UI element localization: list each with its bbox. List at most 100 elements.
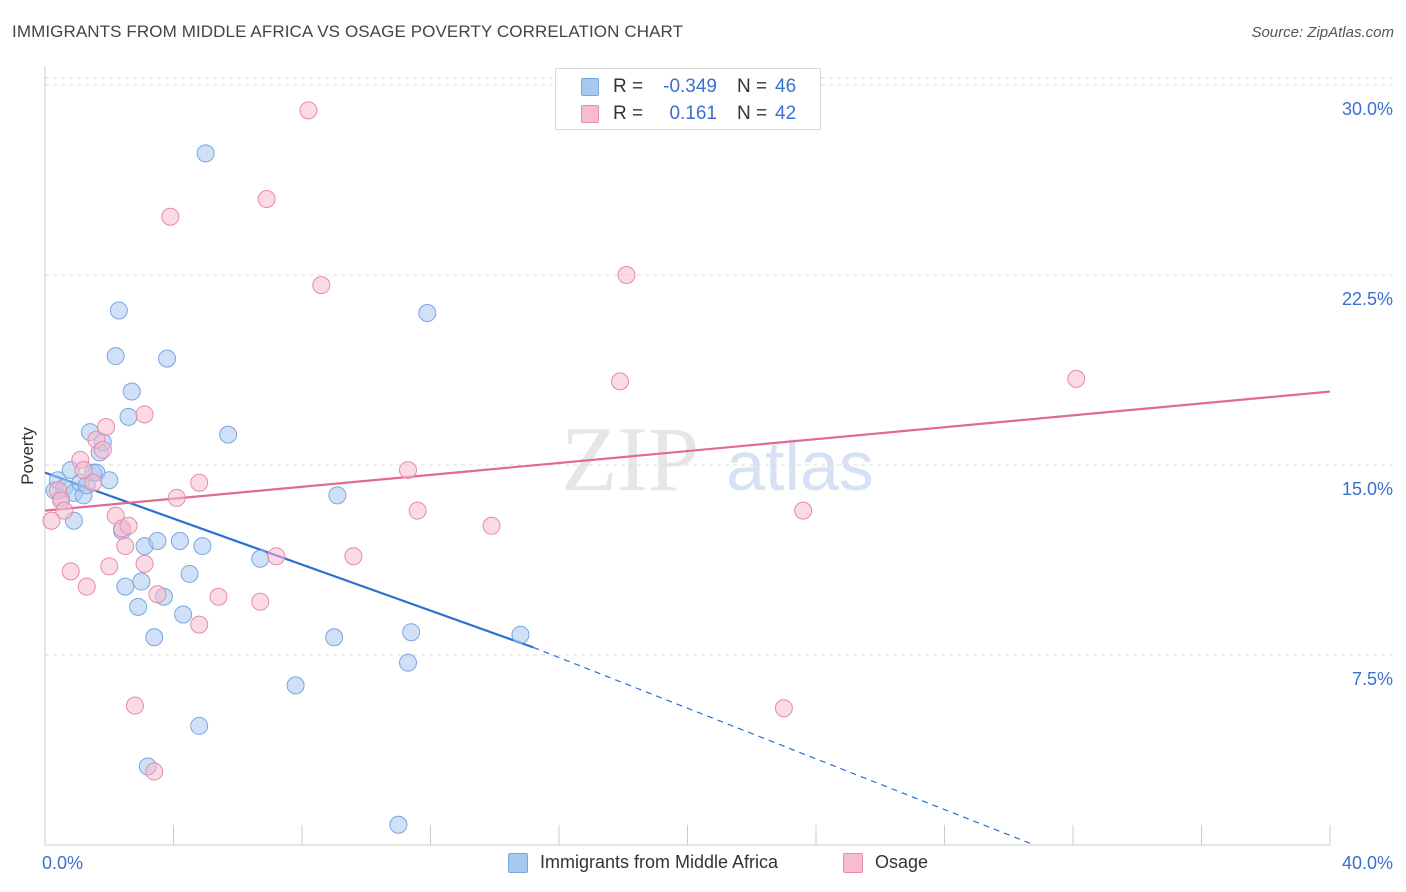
point-osage (77, 577, 96, 596)
point-middle-africa (418, 304, 437, 322)
point-osage (167, 488, 186, 507)
legend-label: Osage (875, 852, 929, 872)
point-osage (190, 473, 209, 492)
point-middle-africa (328, 486, 347, 505)
y-tick-label: 7.5% (1352, 669, 1393, 689)
point-osage (267, 547, 286, 566)
y-tick-label: 30.0% (1342, 99, 1393, 119)
point-middle-africa (132, 572, 151, 591)
watermark-atlas: atlas (726, 427, 874, 505)
x-tick-label: 40.0% (1342, 853, 1393, 873)
watermark-zip: ZIP (561, 408, 699, 510)
point-osage (312, 276, 331, 295)
point-middle-africa (511, 625, 530, 644)
point-middle-africa (193, 537, 212, 556)
point-osage (100, 557, 119, 576)
legend-item-middle-africa: Immigrants from Middle Africa (508, 852, 778, 873)
point-osage (794, 501, 813, 520)
point-osage (257, 190, 276, 208)
y-tick-labels: 7.5% 15.0% 22.5% 30.0% (1342, 99, 1393, 689)
point-osage (93, 440, 112, 459)
point-osage (42, 511, 61, 530)
legend-r-value: -0.349 (663, 76, 717, 97)
point-osage (97, 418, 116, 436)
legend-r-label: R = (613, 76, 644, 97)
point-middle-africa (100, 471, 119, 490)
point-osage (135, 554, 154, 573)
point-middle-africa (170, 532, 189, 550)
legend-item-osage: Osage (843, 852, 928, 873)
point-osage (190, 615, 209, 634)
point-osage (61, 562, 80, 581)
trend-line-osage (44, 390, 1331, 512)
point-osage (611, 372, 630, 391)
legend-row-middle-africa: R = -0.349 N = 46 (556, 74, 796, 100)
trend-lines (44, 390, 1331, 846)
point-middle-africa (399, 653, 418, 672)
legend-swatch-pink (581, 105, 599, 123)
point-osage (251, 592, 270, 611)
legend-n-label: N = (737, 76, 768, 97)
point-osage (74, 461, 93, 480)
legend-swatch-pink (843, 852, 863, 873)
point-osage (161, 207, 180, 226)
point-middle-africa (174, 605, 193, 624)
legend-row-osage: R = 0.161 N = 42 (556, 101, 796, 127)
axes (44, 66, 1331, 846)
point-osage (145, 762, 164, 781)
legend-swatch-blue (581, 78, 599, 96)
source-label: Source: ZipAtlas.com (1251, 24, 1394, 41)
legend-n-value: 46 (775, 76, 797, 97)
point-middle-africa (196, 144, 215, 163)
watermark: ZIP atlas (561, 408, 874, 510)
x-tick-label: 0.0% (42, 853, 83, 873)
point-middle-africa (109, 301, 128, 320)
chart-title: IMMIGRANTS FROM MIDDLE AFRICA VS OSAGE P… (12, 22, 684, 41)
trend-line-extension (533, 646, 1035, 846)
point-osage (1067, 369, 1086, 388)
data-points (42, 101, 1086, 834)
point-middle-africa (325, 628, 344, 647)
trend-line-middle-africa (44, 471, 534, 649)
point-middle-africa (286, 676, 305, 695)
point-osage (408, 501, 427, 520)
point-middle-africa (219, 425, 238, 444)
point-osage (299, 101, 318, 120)
y-tick-label: 22.5% (1342, 289, 1393, 309)
point-osage (135, 405, 154, 424)
point-middle-africa (148, 532, 167, 550)
legend-n-value: 42 (775, 103, 797, 124)
point-osage (116, 537, 135, 556)
point-osage (209, 587, 228, 606)
point-middle-africa (180, 564, 199, 583)
legend-label: Immigrants from Middle Africa (540, 852, 779, 872)
point-osage (125, 696, 144, 715)
legend-swatch-blue (508, 852, 528, 873)
legend-r-value: 0.161 (669, 103, 717, 124)
point-middle-africa (158, 349, 177, 368)
y-axis-title: Poverty (18, 427, 37, 485)
point-middle-africa (251, 549, 270, 568)
point-middle-africa (119, 407, 138, 426)
point-osage (84, 473, 103, 492)
point-osage (148, 585, 167, 604)
point-middle-africa (116, 577, 135, 596)
point-middle-africa (190, 716, 209, 735)
point-middle-africa (129, 597, 148, 616)
point-middle-africa (122, 382, 141, 401)
x-tick-labels: 0.0% 40.0% (42, 853, 1393, 873)
point-osage (119, 516, 138, 535)
point-middle-africa (402, 623, 421, 642)
point-osage (399, 461, 418, 480)
legend-r-label: R = (613, 103, 644, 124)
point-osage (344, 547, 363, 566)
legend-n-label: N = (737, 103, 768, 124)
point-middle-africa (145, 628, 164, 647)
point-osage (617, 266, 636, 284)
point-middle-africa (389, 815, 408, 834)
point-middle-africa (106, 347, 125, 366)
stats-legend: R = -0.349 N = 46 R = 0.161 N = 42 (555, 68, 821, 130)
point-osage (774, 699, 793, 718)
point-osage (482, 516, 501, 535)
